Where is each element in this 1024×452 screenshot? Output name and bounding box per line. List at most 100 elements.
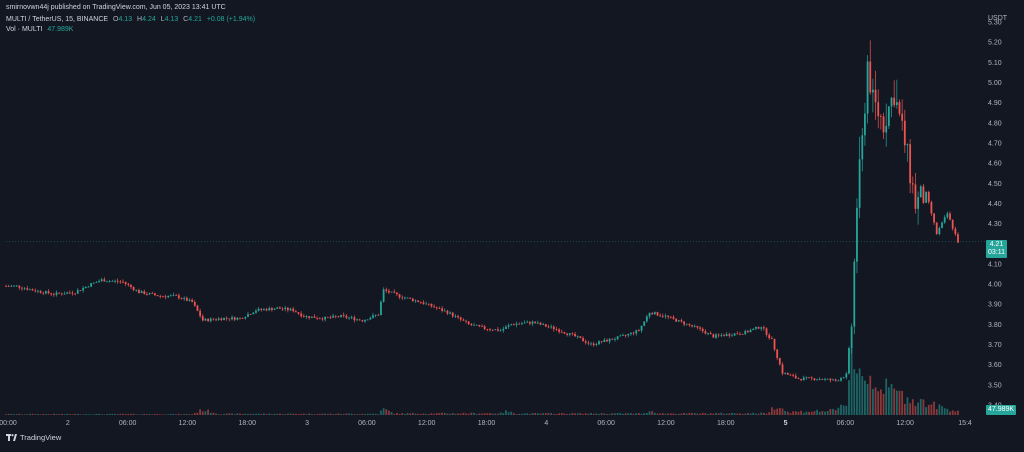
volume-bar (478, 413, 481, 415)
candle-body (122, 281, 124, 283)
candle-body (957, 234, 959, 243)
volume-bar (175, 414, 178, 415)
publisher-text: smirnovwn44j published on TradingView.co… (6, 4, 226, 11)
candle-body (935, 222, 938, 234)
candle-body (281, 308, 284, 310)
y-tick-label: 4.70 (988, 140, 1002, 147)
volume-bar (278, 413, 281, 415)
volume-bar (361, 413, 364, 415)
volume-bar (507, 412, 510, 415)
volume-bar (872, 388, 874, 415)
volume-bar (784, 410, 787, 415)
volume-bar (193, 412, 196, 415)
candle-body (340, 314, 342, 317)
candle-body (688, 323, 691, 326)
candle-body (919, 186, 922, 198)
candle-body (220, 318, 223, 321)
symbol-title[interactable]: MULTI / TetherUS, 15, BINANCE (6, 16, 109, 23)
candle-body (528, 321, 531, 324)
volume-bar (481, 413, 483, 415)
candle-body (60, 293, 63, 295)
candle-body (869, 61, 872, 93)
volume-bar (949, 411, 951, 415)
volume-bar (616, 413, 619, 415)
volume-bar (451, 413, 454, 415)
volume-bar (483, 413, 486, 415)
candle-body (712, 334, 715, 338)
candle-body (707, 332, 709, 334)
volume-bar (520, 413, 523, 415)
volume-bar (954, 411, 957, 415)
x-tick-label: 06:00 (837, 420, 855, 427)
candle-body (773, 339, 776, 350)
volume-bar (233, 414, 236, 415)
y-tick-label: 4.10 (988, 261, 1002, 268)
candle-body (191, 299, 194, 302)
x-tick-label: 4 (544, 420, 548, 427)
x-tick-label: 12:00 (896, 420, 914, 427)
candle-body (276, 307, 279, 309)
candle-body (558, 329, 561, 332)
candle-body (656, 312, 659, 316)
candle-body (37, 290, 39, 292)
volume-label[interactable]: Vol · MULTI (6, 26, 43, 33)
volume-bar (154, 414, 156, 415)
y-tick-label: 3.70 (988, 342, 1002, 349)
candle-body (348, 317, 350, 319)
candle-body (574, 333, 576, 337)
volume-bar (744, 413, 747, 415)
volume-bar (587, 413, 590, 415)
candle-body (68, 292, 71, 294)
volume-bar (305, 414, 308, 415)
candle-body (212, 318, 215, 320)
volume-bar (760, 412, 763, 415)
candle-body (411, 298, 414, 302)
candle-body (334, 315, 337, 317)
candle-body (427, 303, 430, 305)
volume-bar (172, 413, 175, 415)
volume-bar (502, 413, 505, 415)
candle-body (446, 310, 449, 314)
candle-body (459, 317, 462, 320)
volume-bar (58, 414, 61, 415)
candle-body (419, 302, 422, 303)
volume-bar (595, 413, 598, 415)
footer-brand[interactable]: TradingView (6, 433, 61, 442)
candle-body (82, 287, 85, 291)
candle-body (911, 183, 914, 185)
volume-value: 47.989K (47, 26, 74, 33)
candle-body (425, 303, 428, 305)
candle-body (526, 321, 529, 323)
candle-body (23, 288, 26, 290)
candle-body (794, 375, 797, 379)
candle-body (5, 286, 7, 287)
volume-bar (433, 413, 436, 415)
candle-body (906, 144, 909, 146)
candle-body (103, 279, 106, 282)
volume-badge: 47.989K (986, 405, 1017, 415)
candle-body (140, 291, 143, 293)
volume-bar (539, 413, 542, 415)
volume-bar (7, 413, 10, 415)
candle-body (938, 228, 941, 234)
candle-body (201, 316, 204, 321)
candle-body (90, 283, 92, 287)
candle-body (515, 323, 518, 325)
volume-bar (781, 408, 784, 415)
volume-bar (398, 413, 401, 415)
candle-body (255, 310, 257, 313)
volume-bar (869, 375, 872, 415)
volume-bar (316, 414, 319, 415)
volume-bar (558, 413, 561, 415)
candle-body (146, 294, 148, 295)
candle-body (84, 286, 87, 288)
candle-body (489, 329, 491, 331)
candle-body (523, 322, 526, 324)
candle-body (922, 186, 925, 203)
candle-body (247, 314, 249, 317)
volume-bar (911, 399, 914, 415)
candle-body (592, 343, 595, 346)
high-value: 4.24 (142, 16, 156, 23)
